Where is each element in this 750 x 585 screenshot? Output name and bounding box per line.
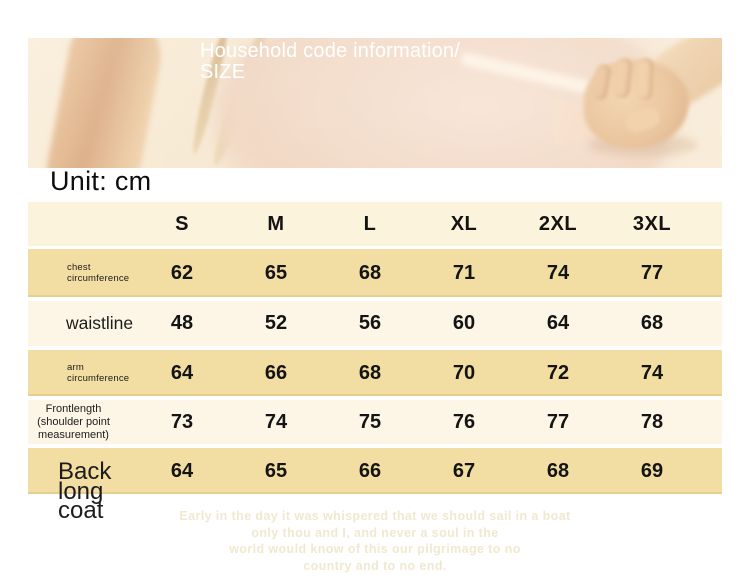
size-cell: 56 (358, 312, 382, 334)
poem-line: only thou and I, and never a soul in the (251, 525, 499, 540)
row-label: Frontlength (shoulder point measurement) (37, 402, 110, 441)
size-cell: 68 (358, 261, 382, 284)
size-cell: 66 (264, 361, 288, 384)
column-header-xl: XL (450, 212, 478, 235)
column-header-m: M (267, 212, 285, 235)
table-row-frontlength: Frontlength (shoulder point measurement)… (28, 400, 722, 444)
poem-line: country and to no end. (303, 558, 447, 573)
footer-poem: Early in the day it was whispered that w… (0, 508, 750, 574)
size-cell: 74 (640, 361, 664, 384)
size-cell: 68 (358, 361, 382, 384)
size-cell: 70 (452, 361, 476, 384)
size-cell: 60 (452, 312, 476, 334)
size-table-header-row: S M L XL 2XL 3XL (28, 202, 722, 246)
size-cell: 68 (640, 312, 664, 334)
size-cell: 66 (358, 459, 382, 482)
hero-title-line1: Household code information/ (200, 40, 460, 62)
size-cell: 74 (264, 410, 288, 433)
row-label: waistline (66, 313, 134, 333)
column-header-l: L (363, 212, 377, 235)
size-cell: 74 (546, 261, 570, 284)
table-row-chest-circumference: chest circumference 62 65 68 71 74 77 (28, 249, 722, 297)
table-row-arm-circumference: arm circumference 64 66 68 70 72 74 (28, 350, 722, 396)
size-cell: 71 (452, 261, 476, 284)
size-cell: 65 (264, 261, 288, 284)
size-cell: 64 (170, 361, 194, 384)
photo-wash-overlay (28, 38, 722, 168)
size-cell: 78 (640, 410, 664, 433)
size-cell: 77 (546, 410, 570, 433)
size-table: S M L XL 2XL 3XL chest circumference 62 … (28, 202, 722, 522)
size-cell: 48 (170, 312, 194, 334)
size-cell: 77 (640, 261, 664, 284)
row-label: chest circumference (67, 262, 130, 284)
column-header-s: S (175, 212, 189, 235)
hero-photo (28, 38, 722, 168)
column-header-3xl: 3XL (632, 212, 672, 235)
size-cell: 67 (452, 459, 476, 482)
hero-title-line2: SIZE (200, 61, 246, 83)
size-cell: 64 (170, 459, 194, 482)
column-header-2xl: 2XL (538, 212, 578, 235)
size-cell: 52 (264, 312, 288, 334)
size-cell: 62 (170, 261, 194, 284)
size-cell: 64 (546, 312, 570, 334)
row-label: arm circumference (67, 362, 130, 384)
poem-line: world would know of this our pilgrimage … (229, 542, 521, 556)
size-cell: 65 (264, 459, 288, 482)
size-cell: 73 (170, 410, 194, 433)
unit-label: Unit: cm (50, 166, 152, 196)
size-cell: 72 (546, 361, 570, 384)
row-label: Back long coat (58, 458, 112, 524)
hero-title: Household code information/ SIZE (200, 41, 460, 83)
poem-line: Early in the day it was whispered that w… (179, 509, 571, 523)
table-row-waistline: waistline 48 52 56 60 64 68 (28, 301, 722, 346)
table-row-back-long-coat: Back long coat 64 65 66 67 68 69 (28, 448, 722, 522)
size-cell: 75 (358, 410, 382, 433)
size-cell: 68 (546, 459, 570, 482)
size-cell: 69 (640, 459, 664, 482)
size-cell: 76 (452, 410, 476, 433)
